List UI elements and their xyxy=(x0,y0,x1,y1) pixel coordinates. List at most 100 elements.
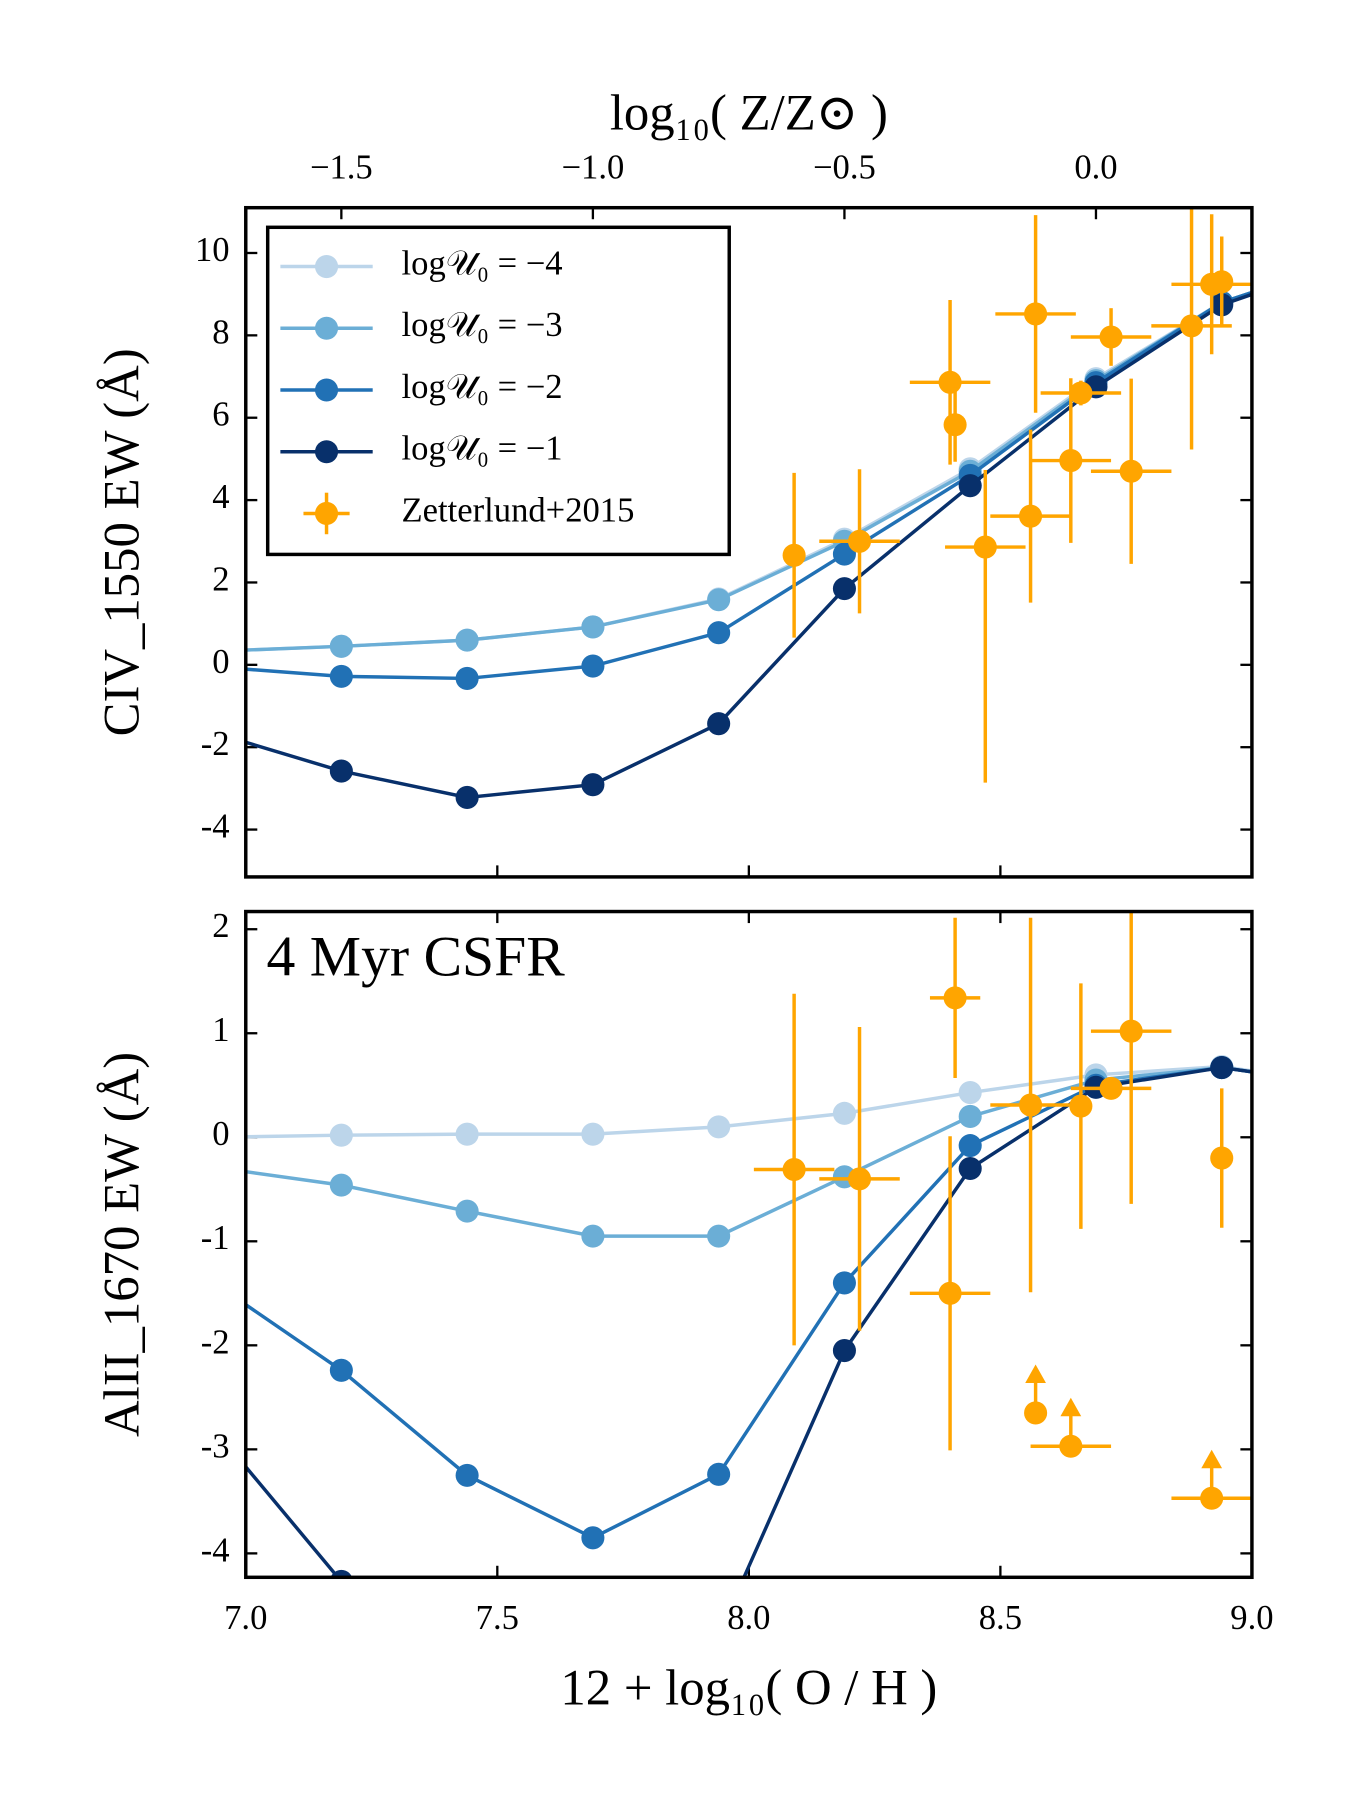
y-tick-label: 4 xyxy=(212,478,229,516)
marker xyxy=(455,785,479,809)
x2-tick-label: −1.0 xyxy=(562,149,625,187)
x2-tick-label: −1.5 xyxy=(310,149,373,187)
y-tick-label: -1 xyxy=(201,1219,230,1257)
marker xyxy=(581,1122,605,1146)
marker xyxy=(581,1224,605,1248)
marker xyxy=(1336,250,1350,273)
y-tick-label: 0 xyxy=(212,643,229,681)
data-point xyxy=(1119,1019,1143,1043)
marker xyxy=(581,615,605,639)
marker xyxy=(1336,250,1350,273)
y-axis-label: CIV_1550 EW (Å) xyxy=(94,348,150,736)
marker xyxy=(958,1134,982,1158)
y-tick-label: -3 xyxy=(201,1427,230,1465)
x2-tick-label: −0.5 xyxy=(813,149,876,187)
data-point xyxy=(973,535,997,559)
data-point xyxy=(1099,1076,1123,1100)
marker xyxy=(455,666,479,690)
marker xyxy=(707,1462,731,1486)
data-point xyxy=(1210,1146,1234,1170)
data-point xyxy=(782,543,806,567)
marker xyxy=(455,1463,479,1487)
marker xyxy=(958,1081,982,1105)
axes-frame xyxy=(244,205,1254,879)
marker xyxy=(329,664,353,688)
x2-axis-label: log₁₀( Z/Z⊙ ) xyxy=(610,84,888,140)
y-tick-label: 6 xyxy=(212,396,229,434)
marker xyxy=(329,1358,353,1382)
data-point xyxy=(847,529,872,553)
marker xyxy=(832,542,856,566)
data-point xyxy=(1024,1401,1048,1425)
marker xyxy=(455,1199,479,1223)
series-line xyxy=(245,1064,1252,1139)
y-tick-label: -2 xyxy=(201,725,230,763)
data-point xyxy=(782,1157,806,1182)
marker xyxy=(1336,1074,1350,1097)
marker xyxy=(832,1101,856,1125)
series-line xyxy=(245,1065,1252,1578)
data-point xyxy=(847,1167,872,1191)
marker xyxy=(1336,250,1350,273)
x2-tick-label: 0.0 xyxy=(1074,149,1117,187)
marker xyxy=(707,588,731,612)
data-point xyxy=(1069,1094,1093,1118)
limit-arrow-head xyxy=(1060,1397,1082,1417)
legend-marker xyxy=(315,501,339,525)
data-point xyxy=(1059,449,1083,473)
legend-label: Zetterlund+2015 xyxy=(402,491,635,529)
data-point xyxy=(1019,504,1043,528)
marker xyxy=(204,1156,227,1179)
y-tick-label: 2 xyxy=(212,907,229,945)
legend-label: log𝒰₀ = −4 xyxy=(402,244,563,282)
marker xyxy=(455,1122,479,1146)
marker xyxy=(581,1526,605,1550)
y-tick-label: 2 xyxy=(212,560,229,598)
marker xyxy=(456,1646,479,1669)
legend-label: log𝒰₀ = −2 xyxy=(402,368,563,406)
data-point xyxy=(1200,1486,1224,1510)
data-point xyxy=(938,1281,962,1305)
marker xyxy=(581,654,605,678)
marker xyxy=(707,621,731,645)
data-point xyxy=(1019,1093,1043,1117)
marker xyxy=(958,1104,982,1129)
axes-frame xyxy=(244,909,1254,1580)
marker xyxy=(330,1569,353,1578)
marker xyxy=(455,628,479,652)
data-point xyxy=(1119,459,1143,483)
legend-label: log𝒰₀ = −1 xyxy=(402,430,563,468)
marker xyxy=(329,759,353,783)
marker xyxy=(832,577,856,601)
annotation: 4 Myr CSFR xyxy=(267,926,566,989)
x-tick-label: 8.5 xyxy=(979,1599,1022,1637)
data-point xyxy=(1180,314,1204,338)
data-point xyxy=(1210,270,1234,294)
legend-marker xyxy=(315,255,339,279)
data-point xyxy=(938,370,962,394)
x-axis-label: 12 + log₁₀( O / H ) xyxy=(560,1659,937,1715)
marker xyxy=(832,1338,856,1363)
marker xyxy=(1210,1056,1234,1080)
limit-arrow-head xyxy=(1025,1364,1046,1383)
marker xyxy=(707,1115,731,1139)
marker xyxy=(1336,1074,1350,1097)
marker xyxy=(832,1271,856,1295)
series-line xyxy=(245,1065,1252,1238)
y-tick-label: -2 xyxy=(201,1323,230,1361)
marker xyxy=(581,773,605,797)
plot-area xyxy=(245,207,1350,809)
marker xyxy=(707,1224,731,1248)
marker xyxy=(958,474,982,498)
marker xyxy=(329,634,353,658)
legend-marker xyxy=(315,440,339,464)
marker xyxy=(329,1123,353,1147)
x-tick-label: 8.0 xyxy=(727,1599,770,1637)
legend-marker xyxy=(315,316,339,340)
data-point xyxy=(1059,1434,1083,1458)
data-point xyxy=(1069,381,1093,405)
marker xyxy=(1336,1074,1350,1097)
y-tick-label: 8 xyxy=(212,313,229,351)
